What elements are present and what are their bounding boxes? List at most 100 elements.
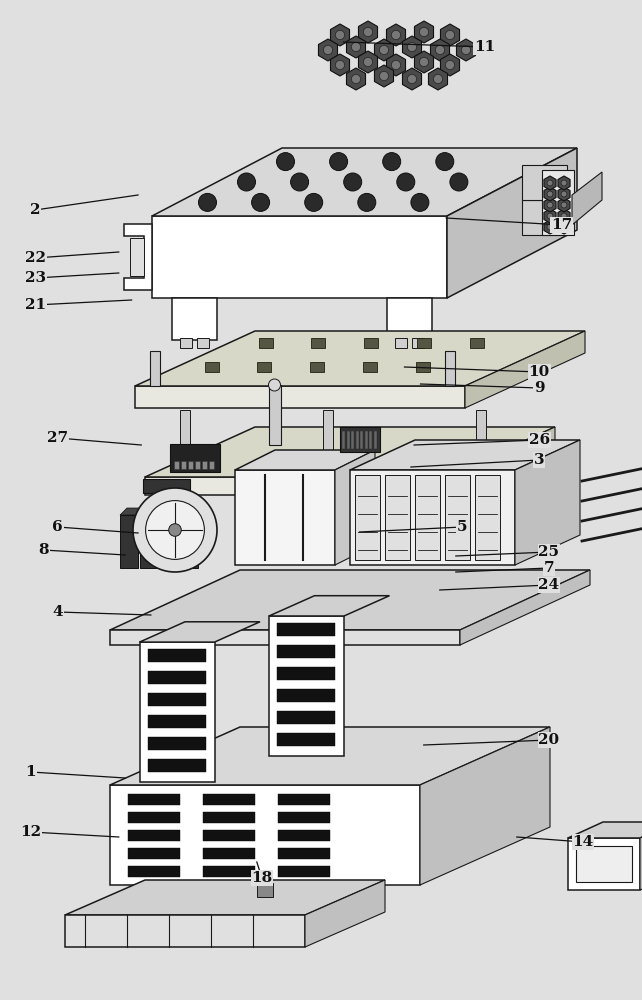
Polygon shape: [415, 51, 433, 73]
Circle shape: [383, 153, 401, 171]
Bar: [257, 883, 273, 897]
Polygon shape: [470, 338, 484, 348]
Polygon shape: [374, 39, 394, 61]
Bar: [369, 431, 372, 449]
Polygon shape: [65, 880, 385, 915]
Polygon shape: [416, 362, 429, 372]
Polygon shape: [310, 362, 324, 372]
Circle shape: [561, 191, 567, 197]
Bar: [277, 645, 335, 658]
Polygon shape: [558, 176, 570, 190]
Polygon shape: [374, 65, 394, 87]
Bar: [128, 794, 180, 805]
Bar: [148, 759, 205, 772]
Polygon shape: [235, 450, 375, 470]
Circle shape: [547, 180, 553, 186]
Bar: [148, 693, 205, 706]
Polygon shape: [120, 508, 145, 515]
Bar: [278, 866, 330, 877]
Circle shape: [547, 191, 553, 197]
Polygon shape: [65, 915, 305, 947]
Polygon shape: [130, 238, 144, 276]
Text: 7: 7: [544, 561, 554, 575]
Polygon shape: [180, 515, 198, 568]
Bar: [277, 733, 335, 746]
Polygon shape: [544, 187, 556, 201]
Bar: [128, 866, 180, 877]
Polygon shape: [120, 515, 138, 568]
Polygon shape: [180, 508, 205, 515]
Polygon shape: [257, 362, 272, 372]
Polygon shape: [445, 475, 470, 560]
Polygon shape: [403, 36, 422, 58]
Polygon shape: [465, 331, 585, 408]
Polygon shape: [139, 642, 214, 782]
Polygon shape: [143, 479, 190, 493]
Polygon shape: [403, 68, 422, 90]
Text: 12: 12: [21, 825, 41, 839]
Polygon shape: [235, 470, 335, 565]
Bar: [412, 338, 424, 348]
Polygon shape: [145, 477, 445, 495]
Polygon shape: [522, 165, 567, 200]
Bar: [174, 461, 179, 469]
Polygon shape: [205, 362, 218, 372]
Polygon shape: [445, 427, 555, 495]
Circle shape: [547, 202, 553, 208]
Bar: [188, 461, 193, 469]
Circle shape: [351, 42, 361, 52]
Bar: [360, 431, 363, 449]
Polygon shape: [152, 216, 447, 298]
Bar: [277, 689, 335, 702]
Polygon shape: [152, 148, 577, 216]
Polygon shape: [110, 727, 550, 785]
Polygon shape: [331, 24, 349, 46]
Polygon shape: [135, 386, 465, 408]
Bar: [128, 848, 180, 859]
Polygon shape: [172, 298, 217, 340]
Bar: [395, 338, 407, 348]
Bar: [365, 431, 367, 449]
Polygon shape: [140, 508, 165, 515]
Text: 14: 14: [572, 835, 594, 849]
Bar: [203, 812, 255, 823]
Circle shape: [446, 30, 455, 40]
Circle shape: [561, 180, 567, 186]
Circle shape: [433, 74, 442, 84]
Circle shape: [435, 45, 445, 55]
Polygon shape: [139, 622, 260, 642]
Bar: [209, 461, 214, 469]
Circle shape: [462, 45, 471, 55]
Text: 10: 10: [528, 365, 550, 379]
Polygon shape: [347, 36, 365, 58]
Circle shape: [450, 173, 468, 191]
Circle shape: [419, 57, 429, 67]
Polygon shape: [417, 338, 431, 348]
Bar: [445, 351, 455, 386]
Text: 27: 27: [48, 431, 68, 445]
Bar: [278, 830, 330, 841]
Bar: [277, 623, 335, 636]
Circle shape: [363, 27, 372, 37]
Polygon shape: [386, 54, 406, 76]
Circle shape: [268, 379, 281, 391]
Polygon shape: [385, 475, 410, 560]
Circle shape: [392, 60, 401, 70]
Circle shape: [358, 193, 376, 211]
Circle shape: [419, 27, 429, 37]
Circle shape: [561, 224, 567, 230]
Circle shape: [169, 524, 181, 536]
Polygon shape: [431, 39, 449, 61]
Bar: [356, 431, 358, 449]
Polygon shape: [350, 440, 580, 470]
Circle shape: [363, 57, 372, 67]
Text: 11: 11: [474, 40, 496, 54]
Circle shape: [408, 42, 417, 52]
Circle shape: [379, 71, 388, 81]
Polygon shape: [515, 440, 580, 565]
Polygon shape: [335, 450, 375, 565]
Polygon shape: [568, 838, 640, 890]
Bar: [203, 866, 255, 877]
Text: 8: 8: [39, 543, 49, 557]
Polygon shape: [572, 172, 602, 225]
